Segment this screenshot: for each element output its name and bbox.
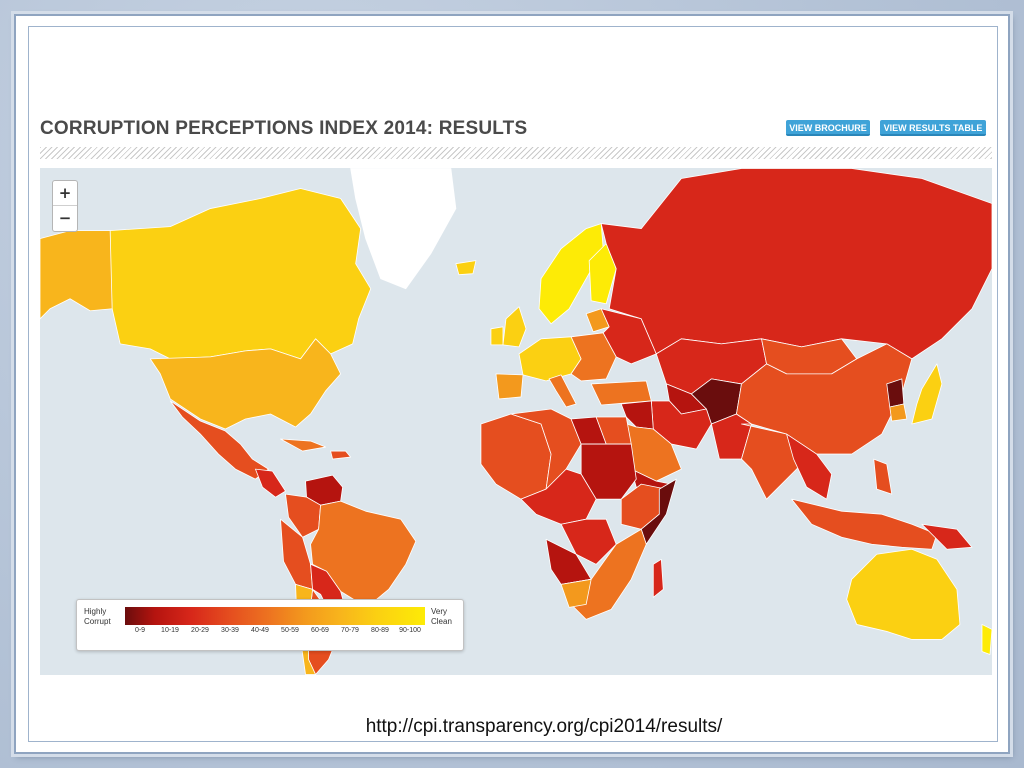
legend-range-30-39: 30-39: [221, 627, 239, 634]
header-divider: [40, 147, 992, 159]
region-australia[interactable]: [846, 548, 961, 640]
legend-low-line1: Highly: [84, 607, 107, 616]
legend-low-line2: Corrupt: [84, 617, 111, 626]
legend-high-label: Very Clean: [431, 607, 452, 627]
region-indonesia-malaysia[interactable]: [791, 498, 938, 550]
zoom-in-button[interactable]: +: [53, 181, 77, 206]
region-southeast-asia[interactable]: [786, 433, 833, 500]
region-south-korea[interactable]: [889, 403, 908, 422]
legend-color-bar: [125, 607, 425, 625]
legend-range-60-69: 60-69: [311, 627, 329, 634]
zoom-out-button[interactable]: −: [58, 209, 72, 227]
legend-tick-labels: 0-9 10-19 20-29 30-39 40-49 50-59 60-69 70-79 80…: [125, 627, 425, 641]
region-ireland[interactable]: [490, 326, 504, 346]
region-united-kingdom[interactable]: [502, 306, 527, 348]
region-new-zealand[interactable]: [981, 624, 992, 655]
map-canvas[interactable]: [40, 168, 992, 675]
region-italy[interactable]: [548, 374, 577, 408]
region-united-states[interactable]: [149, 338, 342, 430]
region-madagascar[interactable]: [652, 558, 664, 598]
region-turkey[interactable]: [590, 380, 652, 406]
region-morocco-west-africa[interactable]: [480, 413, 552, 500]
region-caribbean[interactable]: [330, 450, 352, 460]
view-brochure-button[interactable]: VIEW BROCHURE: [786, 120, 870, 136]
region-brazil[interactable]: [310, 500, 417, 608]
legend-range-70-79: 70-79: [341, 627, 359, 634]
zoom-control: + −: [52, 180, 78, 232]
source-url[interactable]: http://cpi.transparency.org/cpi2014/resu…: [365, 716, 723, 737]
legend-high-line1: Very: [431, 607, 448, 616]
legend-range-20-29: 20-29: [191, 627, 209, 634]
legend-high-line2: Clean: [431, 617, 452, 626]
page-title: CORRUPTION PERCEPTIONS INDEX 2014: RESUL…: [40, 118, 528, 139]
legend-range-10-19: 10-19: [161, 627, 179, 634]
region-central-africa[interactable]: [520, 468, 597, 525]
region-cuba[interactable]: [280, 438, 327, 452]
slide-inner-border: [28, 26, 998, 742]
region-spain-portugal[interactable]: [495, 373, 524, 400]
region-central-america[interactable]: [255, 468, 286, 498]
map-legend: Highly Corrupt 0-9 10-19 20-29 30-39 40-49 50…: [76, 599, 464, 651]
region-greenland[interactable]: [350, 168, 457, 290]
region-iceland[interactable]: [455, 260, 477, 276]
region-canada[interactable]: [109, 188, 372, 360]
legend-low-label: Highly Corrupt: [84, 607, 111, 627]
world-map[interactable]: + − Highly Corrupt 0-9 10-19 20-29 30-39 40-…: [40, 168, 992, 675]
cpi-header: CORRUPTION PERCEPTIONS INDEX 2014: RESUL…: [40, 118, 992, 148]
legend-range-0-9: 0-9: [134, 627, 146, 634]
region-alaska[interactable]: [40, 230, 113, 320]
region-botswana-namibia[interactable]: [560, 578, 592, 608]
region-philippines[interactable]: [873, 458, 893, 495]
region-japan[interactable]: [911, 363, 943, 425]
legend-range-50-59: 50-59: [281, 627, 299, 634]
legend-range-40-49: 40-49: [251, 627, 269, 634]
legend-range-90-100: 90-100: [399, 627, 421, 634]
region-papua-new-guinea[interactable]: [921, 523, 973, 550]
region-north-korea[interactable]: [886, 378, 905, 408]
view-results-table-button[interactable]: VIEW RESULTS TABLE: [880, 120, 986, 136]
region-russia[interactable]: [600, 168, 992, 360]
legend-range-80-89: 80-89: [371, 627, 389, 634]
region-finland[interactable]: [588, 243, 617, 305]
